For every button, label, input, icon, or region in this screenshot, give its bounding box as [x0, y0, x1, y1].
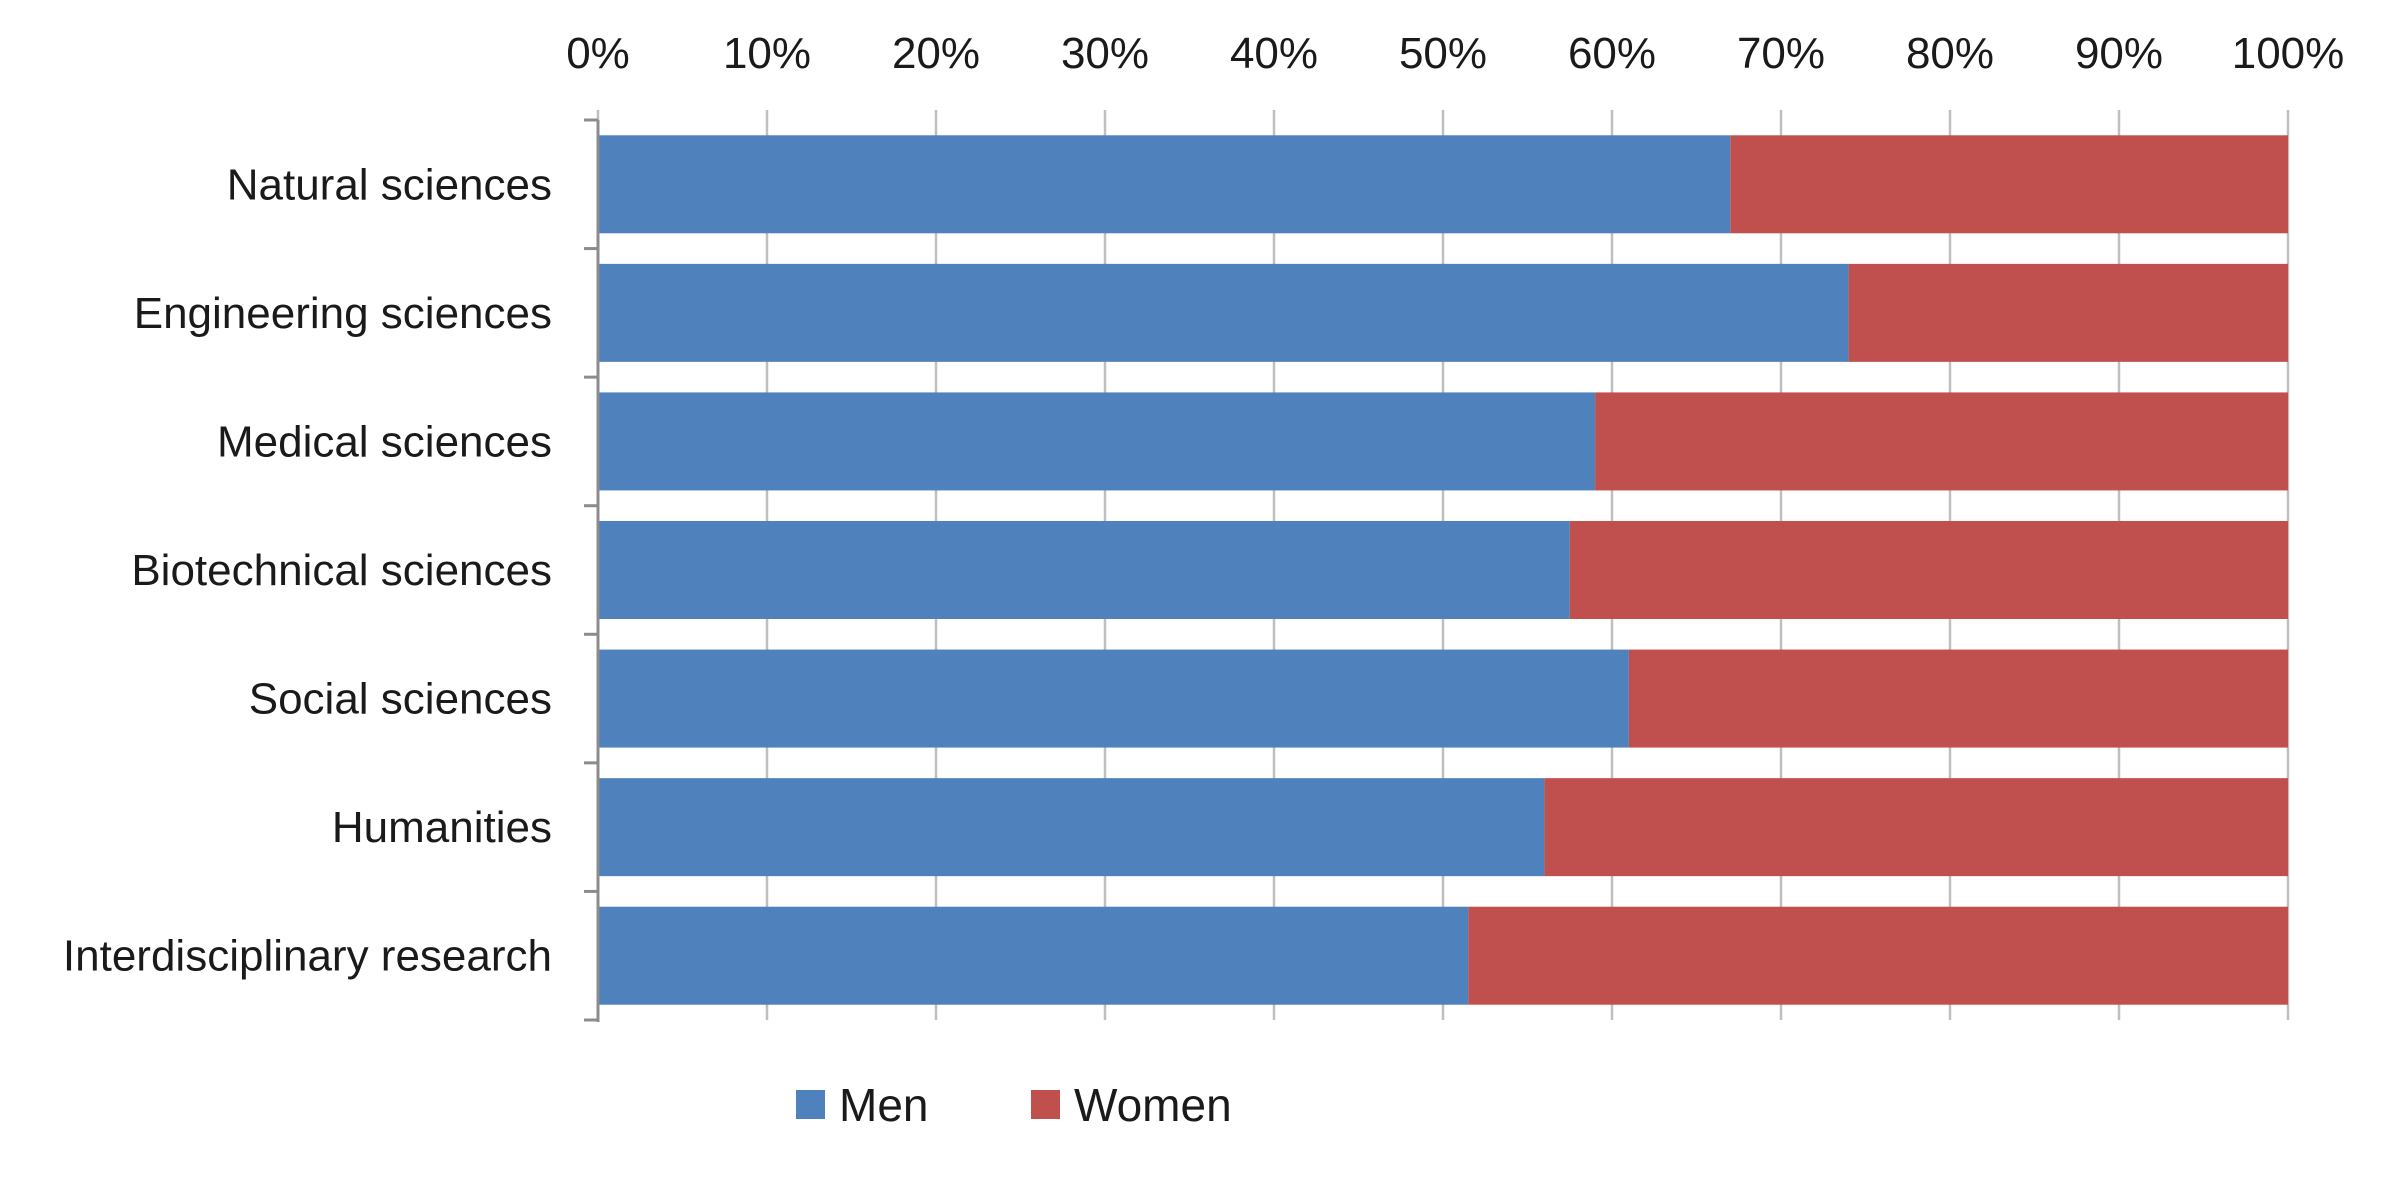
bar-women [1569, 521, 2288, 619]
x-tick-label: 90% [2075, 29, 2163, 78]
x-tick-label: 40% [1230, 29, 1318, 78]
category-label: Natural sciences [227, 160, 552, 209]
category-label: Engineering sciences [134, 289, 552, 338]
x-tick-label: 70% [1737, 29, 1825, 78]
bar-men [598, 263, 1849, 362]
category-label: Medical sciences [217, 417, 552, 466]
x-tick-label: 50% [1399, 29, 1487, 78]
legend-swatch-men [796, 1090, 825, 1119]
x-tick-label: 30% [1061, 29, 1149, 78]
bar-women [1544, 778, 2288, 877]
x-tick-label: 100% [2232, 29, 2345, 78]
x-tick-label: 0% [566, 29, 630, 78]
bar-men [598, 649, 1629, 748]
bars [598, 135, 2288, 1005]
bar-men [598, 521, 1570, 619]
bar-women [1730, 135, 2288, 234]
x-tick-labels: 0% 10% 20% 30% 40% 50% 60% 70% 80% 90% 100% [566, 29, 2344, 78]
x-tick-label: 60% [1568, 29, 1656, 78]
legend: Men Women [796, 1079, 1232, 1131]
category-label: Interdisciplinary research [63, 932, 552, 981]
bar-women [1848, 263, 2288, 362]
category-label: Social sciences [249, 675, 552, 724]
legend-label-women: Women [1074, 1079, 1232, 1131]
category-labels: Natural sciences Engineering sciences Medi… [63, 160, 552, 980]
bar-women [1468, 906, 2288, 1005]
category-label: Biotechnical sciences [131, 546, 552, 595]
bar-women [1595, 392, 2288, 491]
x-tick-label: 80% [1906, 29, 1994, 78]
legend-swatch-women [1031, 1090, 1060, 1119]
legend-label-men: Men [839, 1079, 928, 1131]
bar-women [1628, 649, 2288, 748]
bar-men [598, 135, 1731, 234]
bar-men [598, 906, 1469, 1005]
category-axis [584, 118, 600, 1022]
category-label: Humanities [332, 803, 552, 852]
bar-men [598, 392, 1596, 491]
bar-men [598, 778, 1545, 877]
x-tick-label: 10% [723, 29, 811, 78]
x-tick-label: 20% [892, 29, 980, 78]
